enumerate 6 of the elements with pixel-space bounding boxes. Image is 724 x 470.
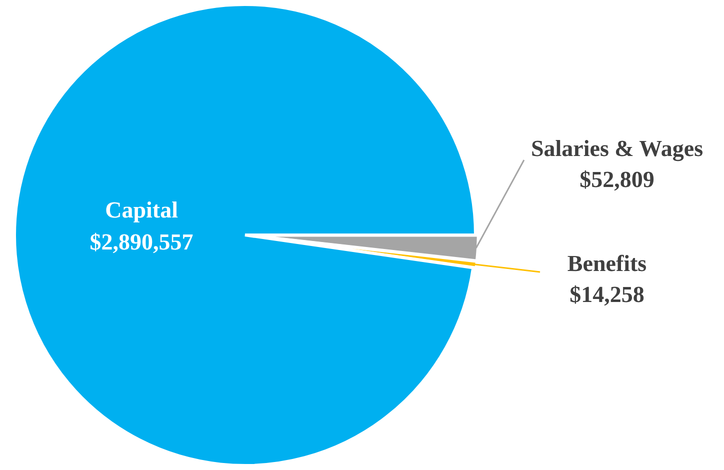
slice-label: Capital <box>105 198 178 223</box>
data-label: $14,258 <box>570 282 644 307</box>
slice-label: Salaries & Wages <box>530 136 704 162</box>
slice-label: Benefits <box>567 250 647 276</box>
data-label: $52,809 <box>580 166 654 192</box>
data-label: $2,890,557 <box>90 230 194 255</box>
